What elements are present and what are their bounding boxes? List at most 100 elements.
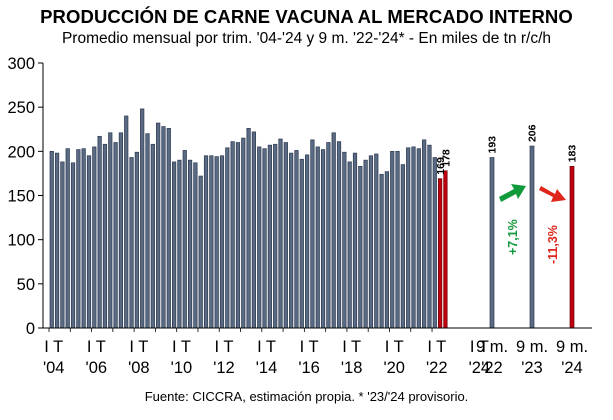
x-tick-label-top: I T [427,338,446,356]
bar-quarter [129,157,134,329]
bar-quarter [198,175,203,329]
x-tick-label-bottom: '14 [256,359,278,377]
x-tick-label-bottom: '06 [86,359,108,377]
x-tick-label-top: I T [172,338,191,356]
bar-data-label: 206 [527,124,539,142]
x-tick-label-bottom: '24 [469,359,491,377]
x-tick-label-bottom: '23 [521,359,543,377]
bar-quarter [124,115,129,329]
bar-quarter [86,155,92,329]
bar-quarter [320,149,326,329]
bar-data-label: 169 [435,157,447,175]
bar-quarter [336,141,342,329]
x-tick-label-top: I T [385,338,404,356]
bar-quarter [150,143,155,329]
bar-quarter [241,137,246,329]
bar-quarter [400,164,405,329]
chart-title: PRODUCCIÓN DE CARNE VACUNA AL MERCADO IN… [40,6,573,27]
x-tick-label-top: I T [342,338,361,356]
bar-quarter [352,152,358,329]
bar-quarter [347,161,352,329]
bar-quarter [54,152,60,329]
bar-quarter [294,150,299,329]
bar-quarter [368,155,374,329]
bar-quarter [49,150,54,329]
bar-quarter [225,147,230,329]
bar-quarter [102,143,108,329]
bar-quarter [379,173,384,329]
source-note: Fuente: CICCRA, estimación propia. * '23… [144,389,469,404]
bar-quarter [411,146,416,329]
bar-quarter [374,153,379,329]
x-tick-label-bottom: '04 [43,359,65,377]
bar-quarter [76,149,81,329]
bar-quarter [108,132,113,329]
y-tick-label: 0 [26,320,35,338]
bar-quarter [299,158,304,329]
bar-quarter [166,128,171,329]
x-tick-label-top: I T [215,338,234,356]
x-tick-label-top: I T [257,338,276,356]
x-tick-label-bottom: '24 [561,359,583,377]
bar-quarter [384,171,390,329]
x-tick-label-bottom: '20 [383,359,405,377]
bar-quarter [92,146,97,329]
x-tick-label-top: I T [300,338,319,356]
bar-quarter [145,133,150,329]
bar-quarter [310,139,315,329]
bar-quarter [209,155,214,329]
bar-quarter [305,154,310,329]
bar-quarter [203,155,209,329]
y-tick-label: 200 [7,143,35,161]
bar-quarter [65,148,70,329]
bar-quarter [257,146,262,329]
bar-quarter [390,150,395,329]
y-tick-label: 100 [7,232,35,250]
bar-quarter [219,155,225,329]
bar-quarter [235,142,241,329]
annotation-up: +7,1% [506,219,520,255]
bar-quarter [187,159,193,329]
bar-data-label: 193 [487,136,499,154]
bar-data-label: 183 [567,145,579,163]
x-tick-label-top: I T [87,338,106,356]
bar-quarter [342,151,347,329]
x-tick-label-top: 9 m. [476,338,508,356]
bar-nine-months [569,166,575,329]
bar-quarter [363,159,368,329]
x-tick-label-top: 9 m. [516,338,548,356]
bar-quarter [246,128,251,329]
y-tick-label: 300 [7,55,35,73]
x-tick-label-bottom: '12 [213,359,235,377]
bar-quarter [60,161,65,329]
x-tick-label-bottom: '22 [481,359,503,377]
y-tick-label: 50 [17,276,35,294]
bar-quarter [358,166,363,329]
bar-quarter [113,142,118,329]
bar-quarter [326,142,331,329]
bar-quarter [140,108,145,329]
bar-quarter [193,162,198,329]
bar-quarter [278,138,283,329]
bar-quarter [177,159,182,329]
annotation-down: -11,3% [546,225,560,264]
bar-quarter [134,151,139,329]
bar-nine-months [529,145,535,329]
x-tick-label-bottom: '18 [341,359,363,377]
bar-quarter [283,142,288,329]
bar-quarter [97,135,102,329]
bar-quarter [427,144,432,329]
x-tick-label-bottom: '16 [298,359,320,377]
bar-quarter [251,131,257,329]
bar-quarter [315,146,320,329]
x-tick-label-top: I T [44,338,63,356]
bar-quarter [156,122,161,329]
y-tick-label: 250 [7,99,35,117]
x-tick-label-bottom: '08 [128,359,150,377]
bar-quarter [432,157,437,329]
bar-data-label: 178 [440,149,452,167]
chart-subtitle: Promedio mensual por trim. '04-'24 y 9 m… [61,30,552,47]
bar-quarter [172,161,177,329]
x-tick-label-top: I T [470,338,489,356]
